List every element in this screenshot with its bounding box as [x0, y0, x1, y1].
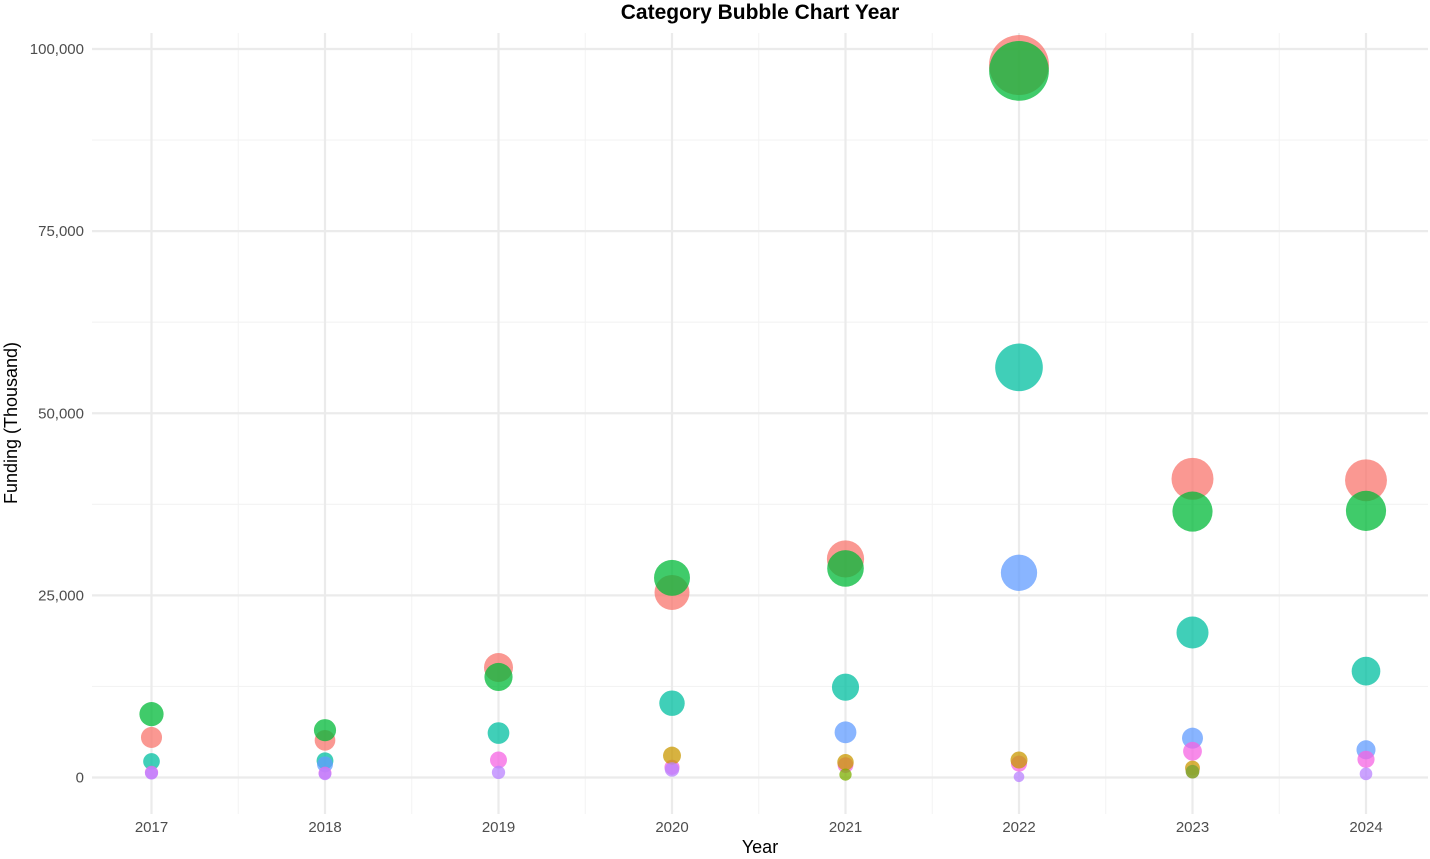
bubble-point	[831, 673, 860, 701]
y-tick-label: 50,000	[38, 405, 84, 422]
bubble-point	[663, 746, 681, 765]
y-tick-label: 75,000	[38, 223, 84, 240]
bubble-point	[1000, 554, 1038, 591]
bubble-point	[1359, 767, 1373, 781]
bubble-point	[827, 550, 864, 587]
bubble-point	[1176, 616, 1209, 649]
bubbles	[139, 35, 1387, 783]
y-axis-ticks: 0 25,000 50,000 75,000 100,000	[30, 41, 84, 787]
x-tick-label: 2020	[655, 819, 688, 836]
bubble-point	[145, 766, 158, 780]
bubble-point	[318, 767, 332, 781]
bubble-point	[491, 765, 506, 780]
bubble-point	[1013, 771, 1025, 783]
y-axis-title: Funding (Thousand)	[1, 342, 21, 504]
bubble-point	[1172, 491, 1213, 532]
x-tick-label: 2024	[1349, 819, 1382, 836]
bubble-point	[1171, 457, 1214, 500]
bubble-point	[139, 702, 164, 727]
chart-title: Category Bubble Chart Year	[621, 1, 900, 24]
bubble-point	[839, 768, 852, 781]
y-tick-label: 0	[76, 770, 84, 787]
bubble-point	[490, 751, 507, 769]
bubble-point	[664, 762, 680, 777]
bubble-point	[989, 40, 1049, 101]
x-axis-ticks: 2017 2018 2019 2020 2021 2022 2023 2024	[135, 819, 1383, 836]
bubble-point	[1357, 750, 1375, 768]
x-tick-label: 2021	[829, 819, 862, 836]
x-tick-label: 2022	[1002, 819, 1035, 836]
y-tick-label: 25,000	[38, 587, 84, 604]
bubble-point	[1010, 751, 1028, 769]
x-tick-label: 2019	[482, 819, 515, 836]
y-tick-label: 100,000	[30, 41, 84, 58]
bubble-point	[484, 662, 513, 692]
grid-lines	[92, 33, 1428, 814]
bubble-point	[1351, 656, 1381, 686]
x-tick-label: 2023	[1176, 819, 1209, 836]
bubble-point	[1183, 741, 1202, 761]
bubble-point	[995, 343, 1043, 392]
bubble-point	[834, 721, 857, 744]
x-tick-label: 2017	[135, 819, 168, 836]
x-tick-label: 2018	[308, 819, 341, 836]
bubble-point	[837, 753, 854, 771]
bubble-point	[659, 690, 685, 716]
bubble-point	[1345, 459, 1387, 502]
bubble-point	[1185, 764, 1200, 779]
bubble-point	[143, 753, 160, 770]
bubble-point	[1182, 727, 1203, 749]
x-axis-title: Year	[742, 837, 778, 857]
bubble-point	[487, 722, 510, 744]
bubble-point	[1345, 490, 1387, 531]
bubble-point	[140, 726, 163, 748]
bubble-point	[313, 719, 337, 742]
bubble-point	[654, 559, 690, 596]
